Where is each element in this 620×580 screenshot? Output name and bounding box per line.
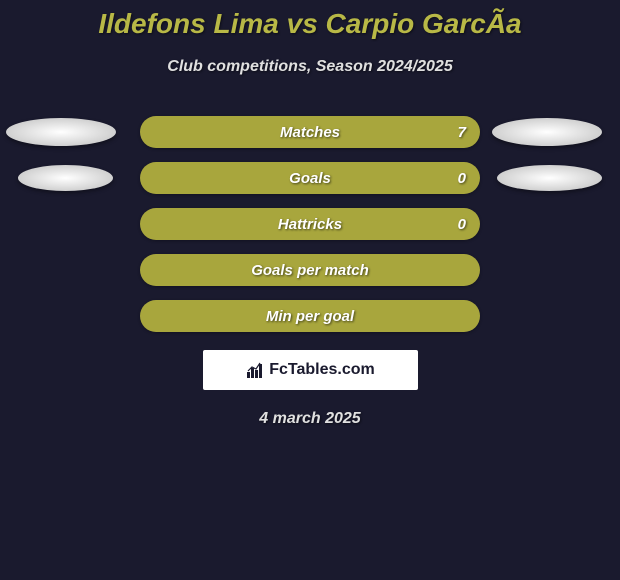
- stat-row: Matches 7: [0, 116, 620, 148]
- stat-label: Matches: [280, 124, 340, 141]
- player-left-marker: [6, 118, 116, 146]
- stat-bar: Min per goal: [140, 300, 480, 332]
- stat-bar: Hattricks 0: [140, 208, 480, 240]
- stat-bar: Matches 7: [140, 116, 480, 148]
- subtitle: Club competitions, Season 2024/2025: [0, 58, 620, 76]
- logo-box: FcTables.com: [203, 350, 418, 390]
- player-right-marker: [497, 165, 602, 191]
- player-right-marker: [492, 118, 602, 146]
- stat-row: Goals 0: [0, 162, 620, 194]
- stats-area: Matches 7 Goals 0 Hattricks 0 Goals per match M…: [0, 116, 620, 332]
- stat-value: 0: [458, 170, 466, 187]
- page-title: Ildefons Lima vs Carpio GarcÃ­a: [0, 8, 620, 40]
- stat-label: Goals per match: [251, 262, 369, 279]
- stat-bar: Goals 0: [140, 162, 480, 194]
- logo-content: FcTables.com: [245, 360, 375, 380]
- stat-value: 7: [458, 124, 466, 141]
- date-label: 4 march 2025: [0, 410, 620, 428]
- stat-row: Hattricks 0: [0, 208, 620, 240]
- stat-bar: Goals per match: [140, 254, 480, 286]
- stat-row: Min per goal: [0, 300, 620, 332]
- stat-value: 0: [458, 216, 466, 233]
- stat-row: Goals per match: [0, 254, 620, 286]
- chart-icon: [245, 360, 265, 380]
- player-left-marker: [18, 165, 113, 191]
- main-container: Ildefons Lima vs Carpio GarcÃ­a Club com…: [0, 0, 620, 428]
- stat-label: Hattricks: [278, 216, 342, 233]
- stat-label: Min per goal: [266, 308, 354, 325]
- logo-text: FcTables.com: [269, 361, 375, 379]
- stat-label: Goals: [289, 170, 331, 187]
